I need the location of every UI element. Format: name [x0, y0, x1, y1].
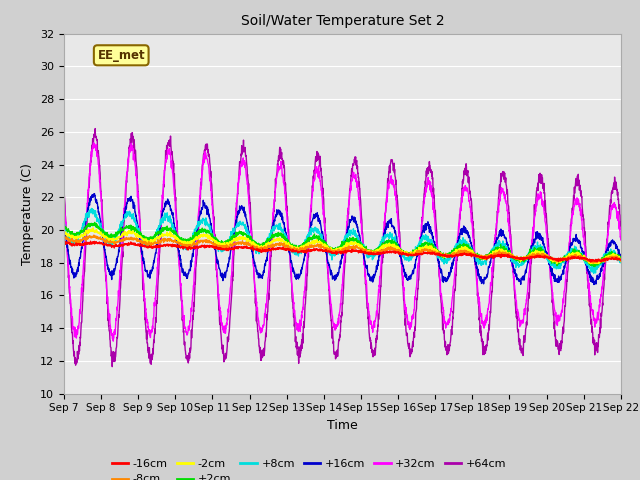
+2cm	[359, 245, 367, 251]
+8cm	[590, 271, 598, 276]
+64cm	[60, 190, 68, 196]
-8cm	[60, 236, 68, 241]
+16cm	[60, 221, 68, 227]
Line: +16cm: +16cm	[64, 193, 621, 285]
+2cm	[591, 264, 598, 269]
+8cm	[584, 263, 591, 268]
+32cm	[584, 267, 591, 273]
-8cm	[359, 248, 367, 253]
+2cm	[568, 251, 575, 256]
+32cm	[568, 212, 576, 217]
Line: +64cm: +64cm	[64, 129, 621, 367]
+2cm	[91, 219, 99, 225]
+8cm	[617, 259, 625, 264]
+64cm	[108, 364, 116, 370]
-2cm	[60, 231, 68, 237]
-2cm	[584, 256, 591, 262]
-8cm	[90, 232, 98, 238]
+8cm	[88, 205, 95, 211]
+8cm	[568, 248, 575, 253]
Title: Soil/Water Temperature Set 2: Soil/Water Temperature Set 2	[241, 14, 444, 28]
Y-axis label: Temperature (C): Temperature (C)	[22, 163, 35, 264]
Line: +32cm: +32cm	[64, 143, 621, 341]
Line: +2cm: +2cm	[64, 222, 621, 266]
Line: -2cm: -2cm	[64, 228, 621, 264]
-2cm	[359, 246, 367, 252]
+32cm	[60, 187, 68, 193]
-8cm	[584, 256, 591, 262]
-16cm	[568, 254, 575, 260]
+32cm	[359, 240, 367, 246]
+64cm	[371, 345, 379, 351]
+32cm	[90, 140, 97, 146]
-2cm	[216, 240, 223, 246]
+64cm	[216, 322, 223, 327]
+16cm	[590, 282, 598, 288]
-2cm	[504, 252, 512, 257]
+16cm	[91, 191, 99, 196]
X-axis label: Time: Time	[327, 419, 358, 432]
-16cm	[87, 239, 95, 244]
Legend: -16cm, -8cm, -2cm, +2cm, +8cm, +16cm, +32cm, +64cm: -16cm, -8cm, -2cm, +2cm, +8cm, +16cm, +3…	[108, 455, 511, 480]
-2cm	[90, 225, 97, 231]
+8cm	[371, 252, 379, 257]
-16cm	[216, 246, 223, 252]
+16cm	[568, 242, 575, 248]
Line: -16cm: -16cm	[64, 241, 621, 262]
+16cm	[504, 247, 512, 253]
-16cm	[617, 256, 625, 262]
-16cm	[504, 254, 512, 260]
-16cm	[587, 259, 595, 265]
+64cm	[584, 277, 591, 283]
-2cm	[587, 261, 595, 266]
-8cm	[504, 250, 512, 256]
+16cm	[371, 272, 379, 278]
-16cm	[359, 249, 367, 255]
+16cm	[216, 266, 223, 272]
+2cm	[371, 248, 379, 253]
+8cm	[504, 249, 512, 255]
-8cm	[568, 254, 575, 260]
+32cm	[109, 338, 117, 344]
-8cm	[216, 244, 223, 250]
Line: -8cm: -8cm	[64, 235, 621, 263]
-2cm	[617, 259, 625, 264]
+8cm	[359, 246, 367, 252]
+8cm	[216, 245, 223, 251]
+16cm	[584, 268, 591, 274]
+64cm	[505, 203, 513, 209]
+16cm	[617, 253, 625, 259]
+2cm	[216, 239, 223, 245]
+64cm	[359, 238, 367, 243]
+2cm	[617, 256, 625, 262]
+2cm	[584, 258, 591, 264]
+64cm	[92, 126, 99, 132]
+8cm	[60, 221, 68, 227]
+32cm	[216, 306, 223, 312]
Text: EE_met: EE_met	[97, 49, 145, 62]
Line: +8cm: +8cm	[64, 208, 621, 274]
-16cm	[584, 256, 591, 262]
+64cm	[617, 224, 625, 230]
+64cm	[568, 211, 576, 216]
-8cm	[371, 249, 379, 255]
+2cm	[504, 250, 512, 255]
+32cm	[505, 222, 513, 228]
-16cm	[60, 240, 68, 246]
+2cm	[60, 224, 68, 230]
-2cm	[568, 252, 575, 257]
+32cm	[371, 319, 379, 324]
-2cm	[371, 249, 379, 255]
-8cm	[589, 260, 597, 266]
+16cm	[359, 245, 367, 251]
+32cm	[617, 237, 625, 243]
-16cm	[371, 252, 379, 258]
-8cm	[617, 257, 625, 263]
